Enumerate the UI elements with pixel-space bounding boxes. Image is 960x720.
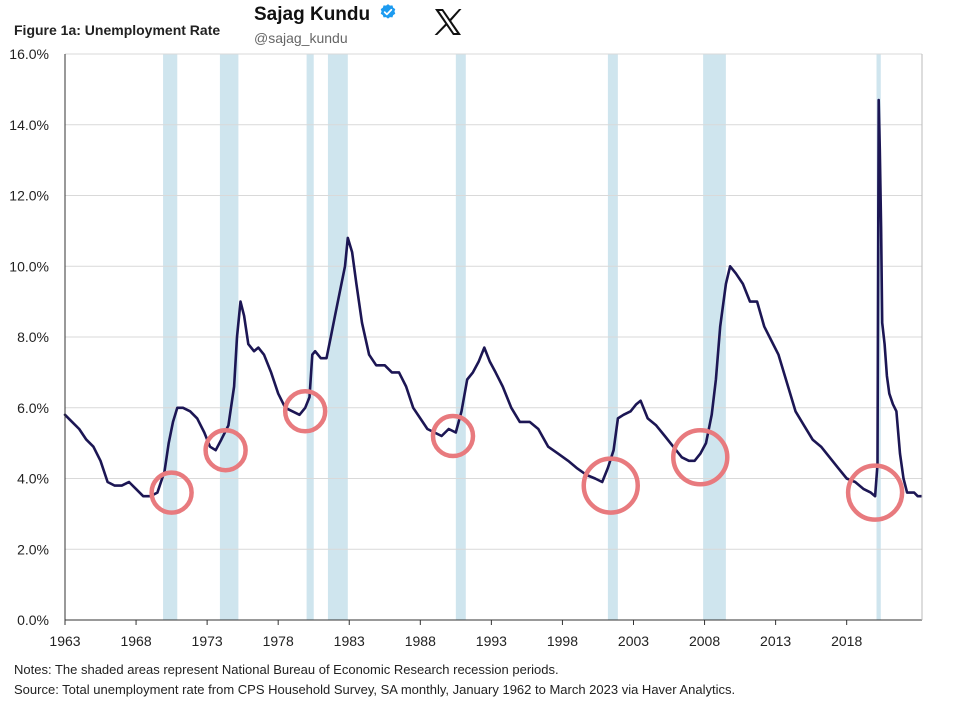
x-tick-label: 1993 [476,633,507,649]
x-tick-label: 1988 [405,633,436,649]
highlight-circle [203,427,248,473]
figure-title: Figure 1a: Unemployment Rate [14,22,221,38]
author-name[interactable]: Sajag Kundu [254,3,371,25]
highlight-circle [430,413,476,459]
highlight-circle [845,463,905,522]
x-tick-label: 1998 [547,633,578,649]
y-tick-label: 16.0% [9,46,49,62]
y-tick-label: 4.0% [17,471,49,487]
y-tick-label: 12.0% [9,188,49,204]
x-tick-label: 1973 [192,633,223,649]
y-tick-label: 8.0% [17,329,49,345]
x-tick-label: 1968 [120,633,151,649]
highlight-circles [149,389,905,522]
highlight-circle [282,389,328,434]
x-logo-icon[interactable] [432,8,464,41]
highlight-circle [149,470,194,515]
y-tick-label: 6.0% [17,400,49,416]
series-line [63,98,923,498]
y-tick-label: 10.0% [9,258,49,274]
y-tick-label: 2.0% [17,541,49,557]
verified-badge-icon [379,3,397,26]
author-block[interactable]: Sajag Kundu [254,3,397,26]
chart-notes: Notes: The shaded areas represent Nation… [14,660,735,700]
axes: 0.0% 2.0% 4.0% 6.0% 8.0% 10.0% 12.0% 14.0% 16.0%… [9,46,923,649]
x-tick-label: 1963 [49,633,80,649]
gridlines [65,53,922,621]
x-tick-label: 1983 [334,633,365,649]
highlight-circle [671,428,730,487]
x-tick-label: 2018 [831,633,862,649]
x-tick-label: 2008 [689,633,720,649]
y-tick-label: 14.0% [9,117,49,133]
highlight-circle [581,456,641,515]
notes-line: Notes: The shaded areas represent Nation… [14,662,559,677]
x-tick-label: 2013 [760,633,791,649]
unemployment-chart: 0.0% 2.0% 4.0% 6.0% 8.0% 10.0% 12.0% 14.0% 16.0%… [9,46,923,649]
y-tick-label: 0.0% [17,612,49,628]
source-line: Source: Total unemployment rate from CPS… [14,682,736,697]
x-tick-label: 1978 [263,633,294,649]
author-handle[interactable]: @sajag_kundu [254,30,348,46]
x-tick-label: 2003 [618,633,649,649]
series-layer [63,98,923,498]
